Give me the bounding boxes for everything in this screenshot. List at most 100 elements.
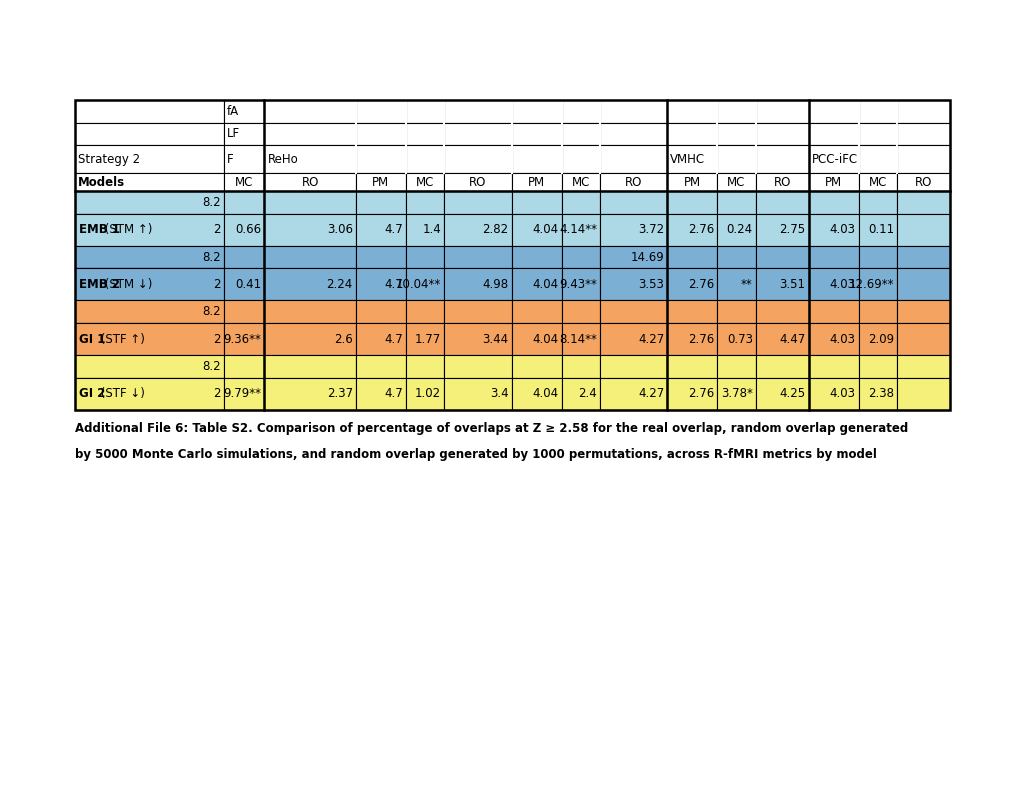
Bar [716, 191, 755, 214]
Bar [512, 300, 561, 323]
Bar [356, 323, 406, 355]
Text: Models: Models [77, 176, 125, 188]
Text: 3.53: 3.53 [638, 278, 663, 291]
Bar [406, 173, 444, 191]
Bar [716, 123, 755, 145]
Bar [406, 191, 444, 214]
Bar [858, 191, 897, 214]
Text: 8.2: 8.2 [202, 195, 221, 209]
Text: 2.4: 2.4 [578, 388, 596, 400]
Bar [264, 214, 356, 246]
Text: 3.44: 3.44 [482, 333, 508, 346]
Bar [716, 323, 755, 355]
Bar [716, 100, 755, 123]
Bar [75, 355, 224, 377]
Bar [808, 355, 858, 377]
Bar [444, 173, 512, 191]
Bar [897, 100, 949, 123]
Bar [264, 173, 356, 191]
Text: 2.75: 2.75 [779, 223, 805, 236]
Bar [444, 100, 512, 123]
Bar [406, 268, 444, 300]
Bar [75, 173, 224, 191]
Bar [755, 123, 808, 145]
Bar [406, 214, 444, 246]
Text: MC: MC [727, 176, 745, 188]
Bar [666, 323, 716, 355]
Text: 1.77: 1.77 [415, 333, 441, 346]
Bar [755, 323, 808, 355]
Bar [75, 214, 224, 246]
Text: PM: PM [372, 176, 389, 188]
Bar [406, 246, 444, 268]
Bar [561, 123, 599, 145]
Bar [897, 377, 949, 410]
Bar [561, 214, 599, 246]
Text: 2.82: 2.82 [482, 223, 508, 236]
Text: PM: PM [683, 176, 700, 188]
Bar [224, 377, 264, 410]
Bar [444, 123, 512, 145]
Bar [561, 300, 599, 323]
Bar [512, 323, 561, 355]
Text: GI 2: GI 2 [78, 388, 105, 400]
Text: MC: MC [416, 176, 434, 188]
Text: PCC-iFC: PCC-iFC [811, 153, 857, 165]
Text: 0.73: 0.73 [727, 333, 752, 346]
Bar [897, 191, 949, 214]
Bar [356, 191, 406, 214]
Bar [599, 377, 666, 410]
Bar [264, 355, 356, 377]
Bar [666, 145, 716, 173]
Bar [444, 355, 512, 377]
Text: 2.24: 2.24 [326, 278, 353, 291]
Bar [224, 100, 264, 123]
Bar [406, 123, 444, 145]
Text: 1.02: 1.02 [415, 388, 441, 400]
Bar [716, 173, 755, 191]
Bar [897, 123, 949, 145]
Bar [897, 323, 949, 355]
Text: RO: RO [301, 176, 319, 188]
Bar [599, 246, 666, 268]
Bar [897, 268, 949, 300]
Bar [561, 246, 599, 268]
Bar [512, 191, 561, 214]
Text: 0.24: 0.24 [726, 223, 752, 236]
Bar [858, 145, 897, 173]
Text: 4.27: 4.27 [638, 333, 663, 346]
Bar [356, 173, 406, 191]
Bar [356, 100, 406, 123]
Text: Strategy 2: Strategy 2 [77, 153, 140, 165]
Text: 4.47: 4.47 [779, 333, 805, 346]
Text: by 5000 Monte Carlo simulations, and random overlap generated by 1000 permutatio: by 5000 Monte Carlo simulations, and ran… [75, 448, 876, 461]
Bar [264, 300, 356, 323]
Bar [356, 377, 406, 410]
Bar [897, 300, 949, 323]
Text: 3.4: 3.4 [489, 388, 508, 400]
Text: 2: 2 [213, 388, 221, 400]
Text: **: ** [740, 278, 752, 291]
Bar [512, 268, 561, 300]
Bar [755, 145, 808, 173]
Text: PM: PM [824, 176, 842, 188]
Bar [224, 191, 264, 214]
Bar [444, 246, 512, 268]
Bar [716, 214, 755, 246]
Bar [75, 100, 224, 123]
Bar [224, 123, 264, 145]
Text: 2.76: 2.76 [688, 388, 713, 400]
Bar [599, 100, 666, 123]
Bar [75, 268, 224, 300]
Bar [599, 173, 666, 191]
Bar [264, 246, 356, 268]
Bar [897, 246, 949, 268]
Text: ReHo: ReHo [267, 153, 298, 165]
Bar [897, 355, 949, 377]
Bar [561, 145, 599, 173]
Bar [808, 246, 858, 268]
Bar [264, 377, 356, 410]
Bar [264, 145, 356, 173]
Text: 4.03: 4.03 [828, 223, 855, 236]
Bar [561, 355, 599, 377]
